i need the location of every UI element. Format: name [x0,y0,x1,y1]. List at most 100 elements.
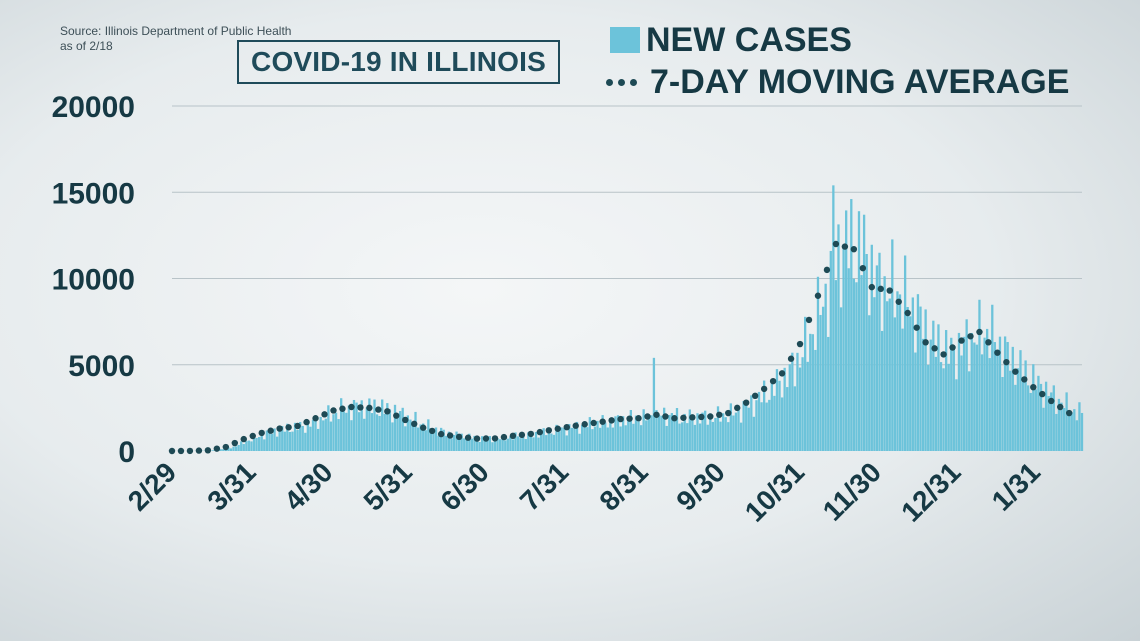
new-cases-bar [1011,346,1014,451]
new-cases-bar [475,437,479,451]
moving-average-dot [725,409,732,417]
new-cases-bar [768,399,771,451]
new-cases-bar [398,411,402,451]
new-cases-bar [427,419,430,451]
new-cases-bar [775,369,779,451]
moving-average-dot [1021,376,1028,383]
moving-average-dot [994,349,1001,356]
new-cases-bar [903,255,907,451]
moving-average-dot [760,385,768,393]
moving-average-dot [491,435,499,442]
new-cases-bar [575,421,579,451]
new-cases-bar [798,367,802,451]
new-cases-bar [386,403,389,451]
new-cases-bar [983,337,986,451]
new-cases-bar [440,427,443,451]
moving-average-dot [249,432,256,440]
new-cases-bar [611,427,615,451]
new-cases-bar [357,412,361,451]
new-cases-bar [452,435,456,451]
new-cases-bar [750,395,753,451]
new-cases-bar [258,437,261,451]
new-cases-bar [573,426,576,451]
moving-average-dot [1065,409,1073,417]
new-cases-bar [875,265,879,451]
new-cases-bar [814,349,817,451]
new-cases-bar [832,185,835,451]
new-cases-bar [227,447,230,451]
new-cases-bar [686,423,689,451]
moving-average-dot [904,309,911,317]
new-cases-bar [1014,384,1017,451]
new-cases-bar [442,429,445,451]
new-cases-bar [329,421,333,451]
new-cases-bar [711,421,715,451]
new-cases-bar [486,437,489,451]
y-tick-label: 5000 [68,350,135,383]
new-cases-bar [588,417,591,451]
new-cases-bar [1003,336,1007,451]
new-cases-bar [301,425,304,451]
new-cases-bar [821,306,825,451]
new-cases-bar [909,316,912,451]
new-cases-bar [734,412,738,451]
new-cases-bar [950,337,953,451]
moving-average-dot [886,287,893,294]
new-cases-bar [850,199,853,451]
moving-average-dot [267,427,274,434]
new-cases-bar [886,301,889,451]
new-cases-bar [916,294,920,451]
new-cases-bar [770,379,773,451]
new-cases-bar [978,299,981,451]
new-cases-bar [929,339,932,451]
new-cases-bar [496,438,499,451]
new-cases-bar [1073,409,1076,451]
new-cases-bar [270,433,274,451]
moving-average-dot [572,422,579,429]
moving-average-dot [348,403,355,411]
new-cases-bar [473,435,476,451]
new-cases-bar [422,423,425,451]
new-cases-bar [306,420,310,451]
new-cases-bar [586,427,589,451]
new-cases-bar [391,422,394,451]
new-cases-bar [829,250,832,451]
new-cases-bar [1052,385,1055,451]
moving-average-dot [464,434,472,441]
moving-average-dot [940,351,947,358]
moving-average-dot [895,298,902,305]
new-cases-bar [432,431,435,451]
moving-average-dot [581,421,588,428]
new-cases-bar [606,427,609,451]
new-cases-bar [614,416,617,451]
new-cases-bar [557,431,561,451]
x-tick-label: 9/30 [670,456,730,516]
new-cases-bar [516,436,520,451]
new-cases-bar [893,317,897,451]
new-cases-bar [680,422,684,451]
new-cases-bar [729,403,732,451]
new-cases-bar [1080,412,1084,451]
new-cases-bar [914,352,917,451]
new-cases-bar [288,431,292,451]
new-cases-bar [745,404,748,451]
new-cases-bar [663,407,666,451]
new-cases-bar [855,282,858,451]
moving-average-dot [1012,368,1019,375]
new-cases-bar [739,422,743,451]
moving-average-dot [258,429,265,437]
new-cases-bar [965,319,968,451]
new-cases-bar [632,423,635,451]
new-cases-bar [862,214,866,451]
new-cases-bar [1037,375,1040,451]
moving-average-dot [411,420,418,428]
new-cases-bar [347,405,351,451]
new-cases-bar [709,413,712,451]
new-cases-bar [847,268,850,451]
moving-average-dot [536,428,544,436]
new-cases-bar [1024,360,1027,451]
new-cases-bar [1078,402,1081,451]
new-cases-bar [296,430,299,451]
new-cases-bar [368,398,371,451]
moving-average-dot [330,407,337,414]
